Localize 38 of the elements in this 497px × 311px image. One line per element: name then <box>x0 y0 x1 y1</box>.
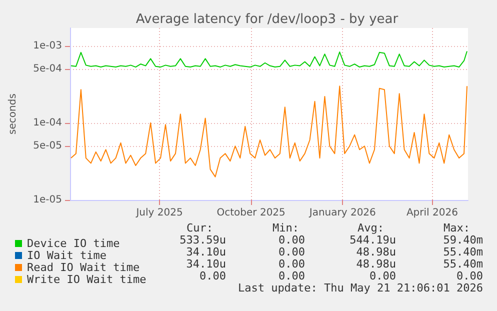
text: Min: <box>272 222 299 234</box>
text: 55.40m <box>443 246 484 258</box>
text: 0.00 <box>278 258 305 270</box>
text: 0.00 <box>278 234 305 246</box>
text: 34.10u <box>186 246 226 258</box>
text: 0.00 <box>200 270 226 282</box>
legend-label: IO Wait time <box>27 249 106 262</box>
text: Max: <box>444 222 470 234</box>
y-tick-label: 5e-04 <box>33 63 62 74</box>
text: 533.59u <box>180 234 226 246</box>
text: 34.10u <box>186 258 226 270</box>
text: 0.00 <box>278 270 305 282</box>
text: 48.98u <box>356 246 396 258</box>
text: 0.00 <box>278 246 305 258</box>
line-series <box>70 50 468 68</box>
text: Avg: <box>358 222 384 234</box>
text: 0.00 <box>456 270 483 282</box>
legend-label: Write IO Wait time <box>27 273 146 286</box>
text: 544.19u <box>350 234 396 246</box>
text: Cur: <box>186 222 213 234</box>
line-series <box>70 86 468 178</box>
text: 0.00 <box>370 270 396 282</box>
text: Last update: Thu May 21 21:06:01 2026 <box>238 282 483 294</box>
y-axis-title: seconds <box>8 94 18 134</box>
x-tick-label: April 2026 <box>406 208 458 218</box>
chart-title: Average latency for /dev/loop3 - by year <box>136 12 399 27</box>
y-tick-label: 1e-05 <box>33 194 62 206</box>
text: 48.98u <box>356 258 396 270</box>
legend-label: Device IO time <box>27 237 120 250</box>
text: 59.40m <box>443 234 484 246</box>
x-tick-label: October 2025 <box>216 208 286 218</box>
y-tick-label: 5e-05 <box>33 140 62 152</box>
x-tick-label: January 2026 <box>308 208 376 218</box>
y-tick-label: 1e-04 <box>33 117 62 128</box>
y-tick-label: 1e-03 <box>33 40 62 52</box>
x-tick-label: July 2025 <box>135 208 183 218</box>
legend-label: Read IO Wait time <box>27 261 140 274</box>
text: 55.40m <box>443 258 484 270</box>
